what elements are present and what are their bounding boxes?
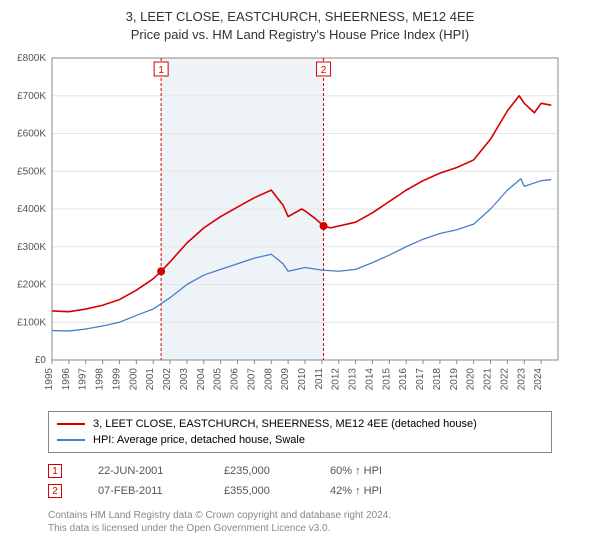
sale-delta: 60% ↑ HPI — [330, 465, 382, 477]
sale-delta: 42% ↑ HPI — [330, 485, 382, 497]
legend-swatch — [57, 439, 85, 441]
legend-swatch — [57, 423, 85, 425]
svg-text:2016: 2016 — [398, 368, 409, 391]
svg-text:2008: 2008 — [263, 368, 274, 391]
svg-text:£200K: £200K — [17, 280, 46, 291]
svg-text:1999: 1999 — [111, 368, 122, 391]
footnote-line-1: Contains HM Land Registry data © Crown c… — [48, 509, 552, 522]
svg-text:2002: 2002 — [162, 368, 173, 391]
svg-text:2001: 2001 — [145, 368, 156, 391]
sale-date: 07-FEB-2011 — [98, 485, 188, 497]
svg-text:£400K: £400K — [17, 204, 46, 215]
svg-text:2014: 2014 — [364, 368, 375, 391]
sale-marker-box: 1 — [48, 464, 62, 478]
svg-text:2005: 2005 — [213, 368, 224, 391]
svg-text:2012: 2012 — [331, 368, 342, 391]
svg-text:2007: 2007 — [246, 368, 257, 391]
svg-text:2023: 2023 — [516, 368, 527, 391]
legend-label: 3, LEET CLOSE, EASTCHURCH, SHEERNESS, ME… — [93, 418, 477, 430]
sale-price: £355,000 — [224, 485, 294, 497]
svg-text:2020: 2020 — [466, 368, 477, 391]
price-chart: £0 £100K £200K £300K £400K £500K £600K £700K £80… — [8, 48, 568, 398]
svg-text:1998: 1998 — [95, 368, 106, 391]
svg-text:2018: 2018 — [432, 368, 443, 391]
sale-date: 22-JUN-2001 — [98, 465, 188, 477]
svg-text:1995: 1995 — [44, 368, 55, 391]
svg-text:2006: 2006 — [230, 368, 241, 391]
svg-text:2019: 2019 — [449, 368, 460, 391]
svg-text:2024: 2024 — [533, 368, 544, 391]
svg-text:1997: 1997 — [78, 368, 89, 391]
svg-text:£700K: £700K — [17, 91, 46, 102]
sales-table: 1 22-JUN-2001 £235,000 60% ↑ HPI 2 07-FEB-201… — [48, 461, 552, 501]
svg-text:£500K: £500K — [17, 167, 46, 178]
svg-text:£100K: £100K — [17, 318, 46, 329]
legend-row: 3, LEET CLOSE, EASTCHURCH, SHEERNESS, ME… — [57, 416, 543, 432]
svg-text:2: 2 — [321, 65, 327, 76]
svg-text:2011: 2011 — [314, 368, 325, 390]
title-line-1: 3, LEET CLOSE, EASTCHURCH, SHEERNESS, ME… — [8, 8, 592, 26]
sale-marker-box: 2 — [48, 484, 62, 498]
footnote: Contains HM Land Registry data © Crown c… — [48, 509, 552, 535]
svg-text:2022: 2022 — [499, 368, 510, 391]
svg-text:2010: 2010 — [297, 368, 308, 391]
svg-text:2000: 2000 — [128, 368, 139, 391]
svg-text:1996: 1996 — [61, 368, 72, 391]
footnote-line-2: This data is licensed under the Open Gov… — [48, 522, 552, 535]
sale-row: 1 22-JUN-2001 £235,000 60% ↑ HPI — [48, 461, 552, 481]
svg-text:£600K: £600K — [17, 129, 46, 140]
legend-row: HPI: Average price, detached house, Swal… — [57, 432, 543, 448]
svg-text:2003: 2003 — [179, 368, 190, 391]
svg-text:£0: £0 — [35, 355, 47, 366]
legend: 3, LEET CLOSE, EASTCHURCH, SHEERNESS, ME… — [48, 411, 552, 453]
svg-text:£800K: £800K — [17, 53, 46, 64]
svg-text:1: 1 — [158, 65, 164, 76]
title-line-2: Price paid vs. HM Land Registry's House … — [8, 26, 592, 44]
svg-text:2017: 2017 — [415, 368, 426, 391]
svg-text:2021: 2021 — [483, 368, 494, 391]
chart-area: £0 £100K £200K £300K £400K £500K £600K £700K £80… — [8, 48, 592, 403]
svg-text:2013: 2013 — [348, 368, 359, 391]
svg-text:2004: 2004 — [196, 368, 207, 391]
legend-label: HPI: Average price, detached house, Swal… — [93, 434, 305, 446]
sale-row: 2 07-FEB-2011 £355,000 42% ↑ HPI — [48, 481, 552, 501]
svg-text:2009: 2009 — [280, 368, 291, 391]
title-block: 3, LEET CLOSE, EASTCHURCH, SHEERNESS, ME… — [8, 8, 592, 44]
sale-price: £235,000 — [224, 465, 294, 477]
svg-text:£300K: £300K — [17, 242, 46, 253]
svg-text:2015: 2015 — [381, 368, 392, 391]
